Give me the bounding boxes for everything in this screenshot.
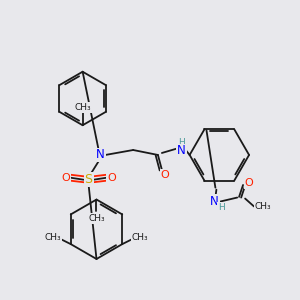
Text: O: O [61,173,70,183]
Text: CH₃: CH₃ [132,233,148,242]
Text: CH₃: CH₃ [88,214,105,223]
Text: CH₃: CH₃ [74,103,91,112]
Text: N: N [210,195,219,208]
Text: H: H [218,203,225,212]
Text: S: S [85,173,93,186]
Text: O: O [107,173,116,183]
Text: N: N [96,148,105,161]
Text: H: H [178,138,185,147]
Text: O: O [160,170,169,180]
Text: N: N [177,145,186,158]
Text: O: O [245,178,254,188]
Text: CH₃: CH₃ [45,233,61,242]
Text: CH₃: CH₃ [255,202,271,211]
